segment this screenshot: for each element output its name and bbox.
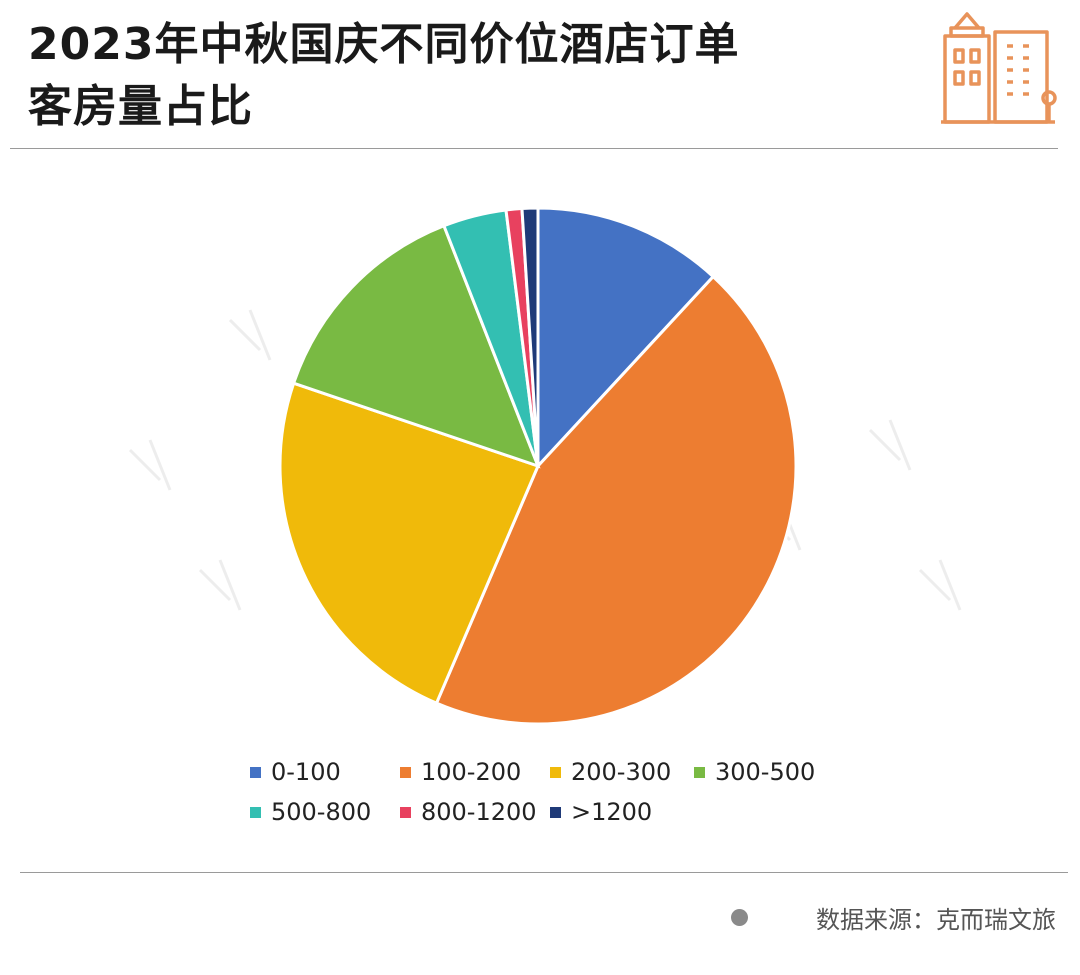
legend-swatch [694, 766, 705, 778]
legend-row: 500-800 800-1200 >1200 [250, 792, 890, 832]
legend-label: >1200 [571, 798, 653, 826]
title-line-1: 2023年中秋国庆不同价位酒店订单 [28, 19, 740, 70]
bullet-dot-icon [731, 909, 748, 926]
legend-swatch [550, 806, 561, 818]
data-source: 数据来源：克而瑞文旅 [731, 900, 1056, 935]
legend-item: >1200 [550, 798, 652, 826]
legend-swatch [400, 806, 411, 818]
pie-slice-300-500 [291, 223, 541, 469]
legend-label: 300-500 [715, 758, 816, 786]
legend-item: 0-100 [250, 758, 400, 786]
pie-slice->1200 [520, 206, 540, 467]
legend-label: 500-800 [271, 798, 372, 826]
pie-slice-0-100 [536, 206, 716, 470]
chart-legend: 0-100 100-200 200-300 300-500 500-800 80… [250, 752, 890, 832]
city-buildings-icon [941, 12, 1057, 124]
legend-label: 0-100 [271, 758, 341, 786]
footer-divider [20, 872, 1068, 873]
title-line-2: 客房量占比 [28, 81, 253, 132]
source-label: 数据来源：克而瑞文旅 [816, 906, 1056, 934]
legend-label: 800-1200 [421, 798, 537, 826]
pie-chart [278, 206, 798, 726]
legend-label: 200-300 [571, 758, 672, 786]
legend-swatch [400, 766, 411, 778]
legend-item: 300-500 [694, 758, 815, 786]
legend-item: 800-1200 [400, 798, 550, 826]
legend-label: 100-200 [421, 758, 522, 786]
header-divider [10, 148, 1058, 149]
legend-swatch [250, 806, 261, 818]
legend-swatch [550, 766, 561, 778]
chart-title: 2023年中秋国庆不同价位酒店订单 客房量占比 [28, 14, 888, 138]
pie-slice-200-300 [278, 381, 541, 706]
legend-item: 200-300 [550, 758, 694, 786]
legend-row: 0-100 100-200 200-300 300-500 [250, 752, 890, 792]
legend-swatch [250, 766, 261, 778]
legend-item: 100-200 [400, 758, 550, 786]
legend-item: 500-800 [250, 798, 400, 826]
pie-slice-100-200 [434, 274, 798, 726]
